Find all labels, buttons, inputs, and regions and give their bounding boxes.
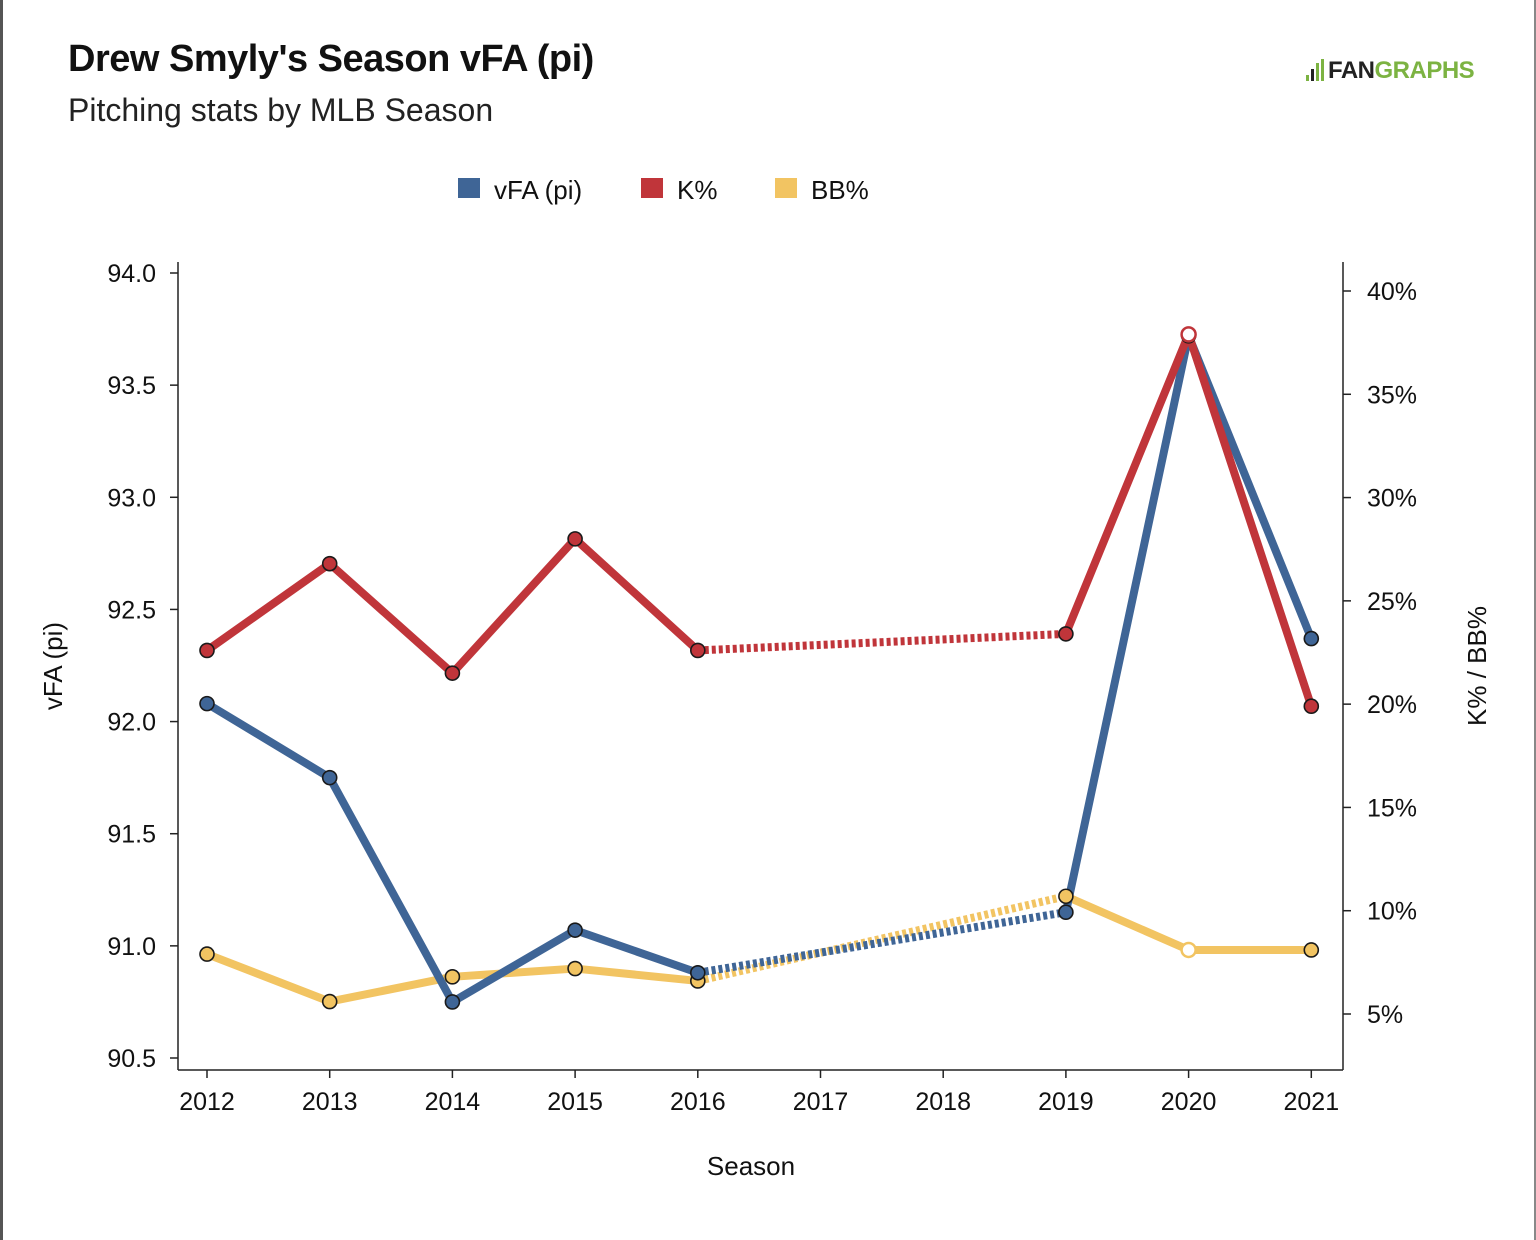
chart-axes: 94.0 93.5 93.0 92.5 92.0 91.5 91.0 90.5 40% 35% 30… (38, 260, 1492, 1181)
series-segment (697, 908, 1067, 977)
data-point (199, 946, 215, 962)
legend-swatch (641, 178, 663, 198)
legend-label: vFA (pi) (494, 175, 582, 205)
frame-left-border (0, 0, 3, 1240)
data-point (689, 642, 706, 659)
series-segment (325, 972, 457, 1006)
data-point (1180, 326, 1197, 343)
series-segment (1061, 331, 1193, 917)
y-tick-label: 93.5 (107, 372, 156, 400)
series-segment (696, 892, 1067, 985)
series-segment (1184, 330, 1316, 711)
chart-subtitle: Pitching stats by MLB Season (68, 92, 494, 128)
y-tick-label: 91.0 (107, 933, 156, 961)
x-axis-title: Season (707, 1151, 795, 1181)
data-point (1180, 941, 1197, 959)
x-tick-label: 2017 (793, 1088, 849, 1116)
y-tick-label: 91.5 (107, 821, 156, 849)
logo-bars-icon (1306, 59, 1324, 81)
y2-tick-label: 10% (1367, 898, 1417, 926)
y2-tick-label: 15% (1367, 794, 1417, 822)
y-tick-label: 94.0 (107, 260, 156, 288)
x-tick-label: 2018 (915, 1088, 971, 1116)
y-tick-label: 93.0 (107, 484, 156, 512)
data-point (567, 922, 583, 938)
data-point (1303, 698, 1320, 715)
series-segment (697, 629, 1067, 655)
data-point (321, 769, 338, 786)
series-segment (325, 773, 457, 1006)
series-segment (325, 559, 457, 678)
y2-axis-title: K% / BB% (1462, 606, 1492, 726)
data-point (567, 960, 583, 977)
x-tick-label: 2012 (179, 1088, 235, 1116)
data-point (689, 964, 706, 981)
y-tick-label: 90.5 (107, 1045, 156, 1073)
x-tick-label: 2013 (302, 1088, 358, 1116)
series-segment (448, 926, 580, 1006)
y2-tick-label: 5% (1367, 1001, 1403, 1029)
y2-tick-label: 35% (1367, 381, 1417, 409)
data-point (567, 531, 583, 547)
logo-text-graphs: GRAPHS (1374, 57, 1475, 84)
series-segment (571, 964, 702, 985)
series-segment (571, 534, 702, 655)
data-point (1303, 630, 1320, 647)
data-point (321, 555, 338, 572)
y-tick-label: 92.0 (107, 709, 156, 737)
x-tick-label: 2014 (425, 1088, 481, 1116)
x-tick-label: 2016 (670, 1088, 726, 1116)
x-tick-label: 2020 (1161, 1088, 1217, 1116)
x-tick-label: 2021 (1283, 1088, 1339, 1116)
data-point (199, 695, 215, 712)
data-point (1058, 904, 1074, 921)
series-segment (203, 950, 334, 1006)
data-point (444, 994, 461, 1010)
legend-swatch (775, 178, 797, 198)
chart-legend: vFA (pi) K% BB% (458, 175, 869, 205)
series-segment (203, 699, 334, 782)
x-tick-label: 2015 (547, 1088, 603, 1116)
legend-swatch (458, 178, 480, 198)
data-point (444, 969, 461, 985)
y2-tick-label: 25% (1367, 588, 1417, 616)
series-segment (1061, 892, 1193, 954)
chart-series-lines (203, 330, 1316, 1006)
data-point (199, 642, 215, 659)
logo-text-fan: FAN (1328, 57, 1375, 84)
series-segment (448, 534, 580, 678)
data-point (321, 993, 338, 1010)
legend-label: BB% (811, 175, 869, 205)
series-segment (203, 559, 334, 655)
y2-tick-label: 20% (1367, 691, 1417, 719)
frame-right-border (1534, 0, 1536, 1240)
series-segment (1061, 330, 1193, 638)
fangraphs-logo[interactable]: FAN GRAPHS (1306, 56, 1475, 86)
y2-tick-label: 30% (1367, 485, 1417, 513)
y-tick-label: 92.5 (107, 596, 156, 624)
data-point (1303, 942, 1320, 958)
chart-title: Drew Smyly's Season vFA (pi) (68, 38, 594, 80)
y-axis-title: vFA (pi) (38, 622, 68, 710)
series-segment (448, 964, 580, 981)
x-tick-label: 2019 (1038, 1088, 1094, 1116)
data-point (1058, 888, 1074, 905)
y2-tick-label: 40% (1367, 278, 1417, 306)
data-point (444, 665, 461, 681)
data-point (1058, 626, 1074, 642)
legend-label: K% (677, 175, 717, 205)
chart-points (199, 326, 1320, 1010)
series-segment (571, 926, 702, 977)
